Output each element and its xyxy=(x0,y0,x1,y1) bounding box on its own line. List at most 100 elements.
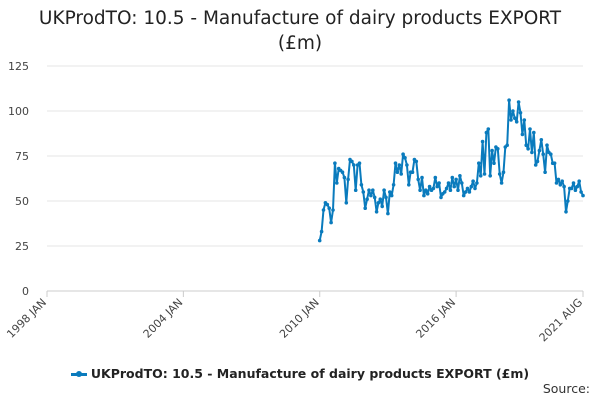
data-point[interactable] xyxy=(350,159,354,164)
data-point[interactable] xyxy=(346,177,350,182)
data-point[interactable] xyxy=(454,177,458,182)
data-point[interactable] xyxy=(319,229,324,234)
data-point[interactable] xyxy=(463,190,468,194)
data-point[interactable] xyxy=(469,184,474,189)
data-point[interactable] xyxy=(514,120,519,124)
data-point[interactable] xyxy=(541,152,545,156)
data-point[interactable] xyxy=(405,163,409,167)
data-point[interactable] xyxy=(444,186,449,191)
data-point[interactable] xyxy=(425,192,430,196)
data-point[interactable] xyxy=(543,170,547,174)
data-point[interactable] xyxy=(357,161,362,165)
data-point[interactable] xyxy=(492,161,496,165)
data-point[interactable] xyxy=(533,163,538,167)
data-point[interactable] xyxy=(554,181,559,185)
data-point[interactable] xyxy=(420,175,424,180)
data-point[interactable] xyxy=(467,190,472,194)
data-point[interactable] xyxy=(333,161,337,165)
data-point[interactable] xyxy=(353,188,358,192)
data-point[interactable] xyxy=(418,188,422,192)
data-point[interactable] xyxy=(335,181,339,185)
data-point[interactable] xyxy=(484,130,489,135)
data-point[interactable] xyxy=(424,188,428,192)
data-point[interactable] xyxy=(458,174,462,178)
data-point[interactable] xyxy=(397,163,402,167)
data-point[interactable] xyxy=(577,179,581,183)
data-point[interactable] xyxy=(442,190,447,194)
data-point[interactable] xyxy=(331,208,335,212)
data-point[interactable] xyxy=(552,161,557,165)
data-point[interactable] xyxy=(532,130,536,135)
data-point[interactable] xyxy=(509,118,513,122)
data-point[interactable] xyxy=(511,109,515,113)
data-point[interactable] xyxy=(482,172,487,176)
data-point[interactable] xyxy=(581,193,585,198)
data-point[interactable] xyxy=(507,98,511,102)
data-point[interactable] xyxy=(560,179,564,183)
data-point[interactable] xyxy=(376,201,381,205)
data-point[interactable] xyxy=(545,143,549,147)
data-point[interactable] xyxy=(431,186,436,191)
data-point[interactable] xyxy=(325,202,330,207)
data-point[interactable] xyxy=(317,238,322,243)
data-point[interactable] xyxy=(571,181,576,185)
data-point[interactable] xyxy=(505,143,510,147)
data-point[interactable] xyxy=(410,170,415,174)
data-point[interactable] xyxy=(477,161,481,165)
data-point[interactable] xyxy=(539,138,544,142)
data-point[interactable] xyxy=(480,139,485,144)
data-point[interactable] xyxy=(446,181,451,185)
data-point[interactable] xyxy=(524,143,528,147)
data-point[interactable] xyxy=(388,190,392,194)
legend[interactable]: UKProdTO: 10.5 - Manufacture of dairy pr… xyxy=(0,366,600,381)
data-point[interactable] xyxy=(575,184,580,189)
data-point[interactable] xyxy=(520,132,525,137)
data-point[interactable] xyxy=(393,161,398,165)
data-point[interactable] xyxy=(564,210,568,214)
data-point[interactable] xyxy=(359,183,364,187)
data-point[interactable] xyxy=(486,127,491,131)
data-point[interactable] xyxy=(416,177,421,182)
data-point[interactable] xyxy=(372,195,377,200)
data-point[interactable] xyxy=(369,193,373,198)
data-point[interactable] xyxy=(437,181,441,185)
data-point[interactable] xyxy=(569,186,574,191)
data-point[interactable] xyxy=(478,174,483,178)
data-point[interactable] xyxy=(448,188,453,192)
data-point[interactable] xyxy=(422,193,426,198)
data-point[interactable] xyxy=(496,147,500,151)
data-point[interactable] xyxy=(549,152,553,156)
data-point[interactable] xyxy=(395,170,400,174)
data-point[interactable] xyxy=(401,152,405,156)
data-point[interactable] xyxy=(499,181,504,185)
data-point[interactable] xyxy=(490,148,494,153)
data-point[interactable] xyxy=(530,150,534,155)
data-point[interactable] xyxy=(528,127,532,131)
data-point[interactable] xyxy=(488,174,493,178)
data-point[interactable] xyxy=(471,179,475,183)
data-point[interactable] xyxy=(399,172,404,176)
data-point[interactable] xyxy=(378,197,383,201)
data-point[interactable] xyxy=(566,199,570,203)
data-point[interactable] xyxy=(460,181,464,185)
data-point[interactable] xyxy=(535,159,540,164)
data-point[interactable] xyxy=(573,188,578,192)
data-point[interactable] xyxy=(537,148,542,153)
data-point[interactable] xyxy=(558,183,563,187)
data-point[interactable] xyxy=(562,184,566,189)
data-point[interactable] xyxy=(435,184,440,189)
data-point[interactable] xyxy=(522,118,527,122)
data-point[interactable] xyxy=(361,190,366,194)
data-point[interactable] xyxy=(340,170,345,174)
data-point[interactable] xyxy=(465,186,470,191)
data-point[interactable] xyxy=(414,159,419,164)
data-point[interactable] xyxy=(556,177,561,182)
data-point[interactable] xyxy=(497,172,502,176)
data-point[interactable] xyxy=(513,116,517,120)
data-point[interactable] xyxy=(380,204,385,209)
data-point[interactable] xyxy=(329,220,333,225)
data-point[interactable] xyxy=(456,188,460,192)
data-point[interactable] xyxy=(473,186,477,191)
data-point[interactable] xyxy=(439,195,443,200)
data-point[interactable] xyxy=(433,175,438,180)
